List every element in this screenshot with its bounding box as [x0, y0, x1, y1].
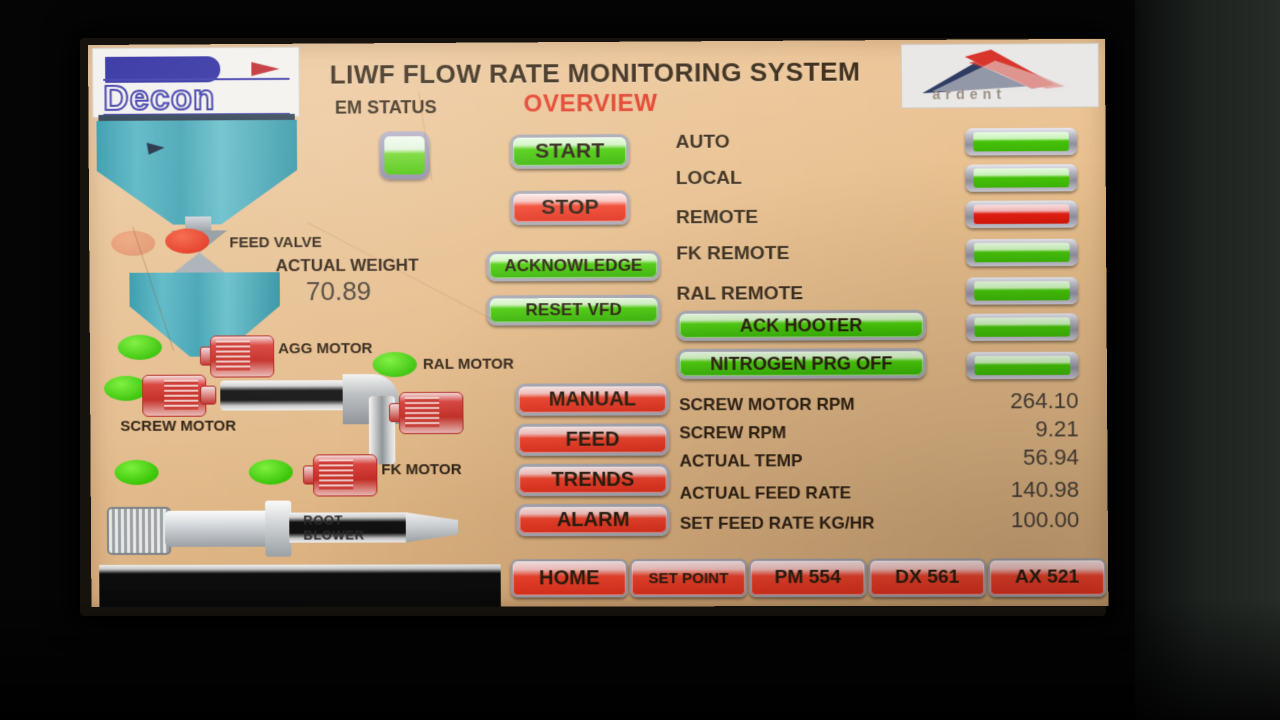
start-button[interactable]: START: [510, 134, 630, 169]
status-lamp-fk-remote: [965, 238, 1078, 267]
agg-motor-symbol: [199, 335, 275, 378]
hmi-screen: Decon ardent LIWF FLOW RATE MONITORING S…: [88, 38, 1109, 608]
page-subtitle: OVERVIEW: [523, 89, 658, 118]
status-lamp-ack-hooter: [966, 313, 1079, 341]
ral-motor-label: RAL MOTOR: [422, 355, 514, 373]
status-lamp-remote: [965, 200, 1078, 229]
status-lamp-ral-remote: [966, 276, 1078, 305]
bottom-navigation-bar: HOME SET POINT PM 554 DX 561 AX 521: [510, 556, 1107, 598]
readout-value-set-feed-rate: 100.00: [1010, 506, 1080, 533]
status-lamp-auto: [965, 127, 1078, 156]
status-label-auto: AUTO: [675, 131, 730, 153]
status-lamp-local: [965, 164, 1078, 192]
feed-valve-label: FEED VALVE: [229, 233, 322, 252]
agg-motor-label: AGG MOTOR: [278, 340, 373, 358]
conveying-pipe: [220, 380, 349, 411]
readout-label-actual-feed-rate: ACTUAL FEED RATE: [679, 483, 852, 503]
page-title: LIWF FLOW RATE MONITORING SYSTEM: [329, 56, 861, 90]
readout-label-screw-rpm: SCREW RPM: [679, 423, 787, 443]
acknowledge-button[interactable]: ACKNOWLEDGE: [486, 250, 661, 282]
screw-motor-label: SCREW MOTOR: [120, 417, 237, 435]
readout-label-screw-motor-rpm: SCREW MOTOR RPM: [679, 394, 855, 415]
stop-button[interactable]: STOP: [510, 190, 630, 226]
ack-hooter-button[interactable]: ACK HOOTER: [676, 309, 926, 341]
nitrogen-prg-button[interactable]: NITROGEN PRG OFF: [676, 348, 927, 380]
em-status-lamp: [379, 131, 430, 180]
status-lamp-nitrogen: [966, 351, 1079, 380]
nav-home-button[interactable]: HOME: [510, 559, 628, 598]
status-label-fk-remote: FK REMOTE: [676, 242, 790, 265]
root-blower-label: ROOT BLOWER: [303, 512, 365, 543]
readout-value-actual-temp: 56.94: [1022, 444, 1080, 470]
fk-motor-label: FK MOTOR: [381, 461, 462, 479]
ardent-mountain-icon: [922, 49, 1077, 94]
decon-logo-arrow-icon: [251, 61, 280, 77]
status-label-local: LOCAL: [675, 167, 742, 190]
status-label-ral-remote: RAL REMOTE: [676, 283, 804, 305]
feed-button[interactable]: FEED: [515, 423, 670, 456]
nav-dx561-button[interactable]: DX 561: [868, 558, 987, 598]
readout-value-screw-rpm: 9.21: [1035, 416, 1079, 442]
trends-button[interactable]: TRENDS: [516, 463, 670, 497]
status-label-remote: REMOTE: [675, 206, 759, 229]
hopper-arrow-icon: [146, 142, 165, 155]
decon-logo: Decon: [92, 46, 300, 119]
nav-set-point-button[interactable]: SET POINT: [629, 558, 748, 598]
manual-button[interactable]: MANUAL: [515, 383, 670, 416]
readout-label-set-feed-rate: SET FEED RATE KG/HR: [679, 513, 875, 533]
upper-hopper: [96, 120, 297, 225]
fk-motor-lamp-right: [248, 459, 294, 485]
nav-pm554-button[interactable]: PM 554: [748, 558, 867, 598]
ral-motor-symbol: [388, 391, 464, 435]
feed-valve-lamp-closed: [111, 230, 156, 256]
readout-value-screw-motor-rpm: 264.10: [1010, 387, 1079, 414]
readout-value-actual-feed-rate: 140.98: [1010, 476, 1080, 503]
ardent-logo: ardent: [900, 42, 1100, 109]
actual-weight-value: 70.89: [305, 275, 372, 307]
discharge-pipe: [99, 564, 501, 591]
fk-motor-lamp-left: [114, 459, 159, 485]
actual-weight-label: ACTUAL WEIGHT: [275, 255, 419, 276]
ral-motor-lamp: [372, 351, 417, 378]
room-background-bottom: [0, 600, 1280, 720]
ardent-logo-text: ardent: [932, 85, 1007, 103]
root-blower-symbol: [106, 496, 438, 557]
readout-label-actual-temp: ACTUAL TEMP: [679, 451, 803, 471]
fk-motor-symbol: [302, 454, 378, 497]
reset-vfd-button[interactable]: RESET VFD: [486, 294, 661, 326]
nav-ax521-button[interactable]: AX 521: [988, 558, 1107, 597]
screw-motor-symbol: [142, 374, 217, 417]
agg-motor-lamp: [117, 334, 162, 360]
feed-valve-lamp-open: [165, 228, 210, 254]
alarm-button[interactable]: ALARM: [516, 503, 670, 537]
